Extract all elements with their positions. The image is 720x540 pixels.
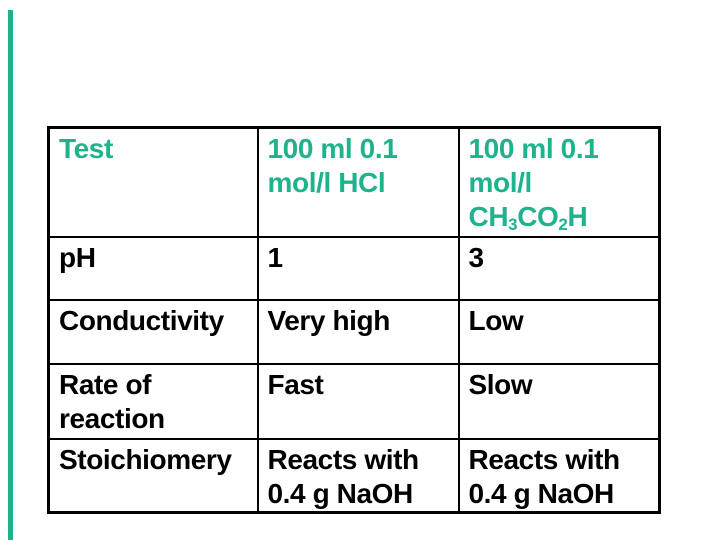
stoichiomery-hcl-value: Reacts with 0.4 g NaOH bbox=[256, 437, 460, 513]
formula-segment: H bbox=[567, 201, 588, 232]
conductivity-hcl-value: Very high bbox=[256, 298, 460, 365]
comparison-table: Test 100 ml 0.1 mol/l HCl 100 ml 0.1 mol… bbox=[47, 126, 661, 514]
formula-subscript-3: 3 bbox=[508, 214, 518, 234]
table-row-stoichiomery: Stoichiomery Reacts with 0.4 g NaOH Reac… bbox=[47, 437, 661, 513]
conductivity-acid-value: Low bbox=[457, 298, 661, 365]
header-acid-formula: CH3CO2H bbox=[469, 200, 653, 234]
header-test-label: Test bbox=[59, 133, 113, 164]
table-row-ph: pH 1 3 bbox=[47, 235, 661, 301]
header-acid-line1: 100 ml 0.1 bbox=[468, 133, 599, 164]
row-label-ph: pH bbox=[47, 235, 259, 301]
row-label-stoichiomery: Stoichiomery bbox=[47, 437, 259, 513]
header-cell-acetic-acid: 100 ml 0.1 mol/l CH3CO2H bbox=[457, 126, 661, 238]
formula-subscript-2: 2 bbox=[558, 214, 568, 234]
ph-hcl-value: 1 bbox=[256, 235, 460, 301]
row-label-conductivity: Conductivity bbox=[47, 298, 259, 365]
header-acid-line2: mol/l bbox=[468, 167, 533, 198]
stoichiomery-acid-value: Reacts with 0.4 g NaOH bbox=[457, 437, 661, 513]
header-cell-test: Test bbox=[47, 126, 259, 238]
table-row-rate-of-reaction: Rate of reaction Fast Slow bbox=[47, 362, 661, 440]
table-header-row: Test 100 ml 0.1 mol/l HCl 100 ml 0.1 mol… bbox=[47, 126, 661, 238]
header-cell-hcl: 100 ml 0.1 mol/l HCl bbox=[256, 126, 460, 238]
row-label-rate-of-reaction: Rate of reaction bbox=[47, 362, 259, 440]
formula-segment: CH bbox=[468, 201, 509, 232]
header-hcl-line1: 100 ml 0.1 bbox=[267, 133, 398, 164]
rate-acid-value: Slow bbox=[457, 362, 661, 440]
left-accent-bar bbox=[8, 10, 13, 540]
formula-segment: CO bbox=[517, 201, 559, 232]
header-hcl-line2: mol/l HCl bbox=[267, 167, 386, 198]
ph-acid-value: 3 bbox=[457, 235, 661, 301]
table-row-conductivity: Conductivity Very high Low bbox=[47, 298, 661, 365]
rate-hcl-value: Fast bbox=[256, 362, 460, 440]
